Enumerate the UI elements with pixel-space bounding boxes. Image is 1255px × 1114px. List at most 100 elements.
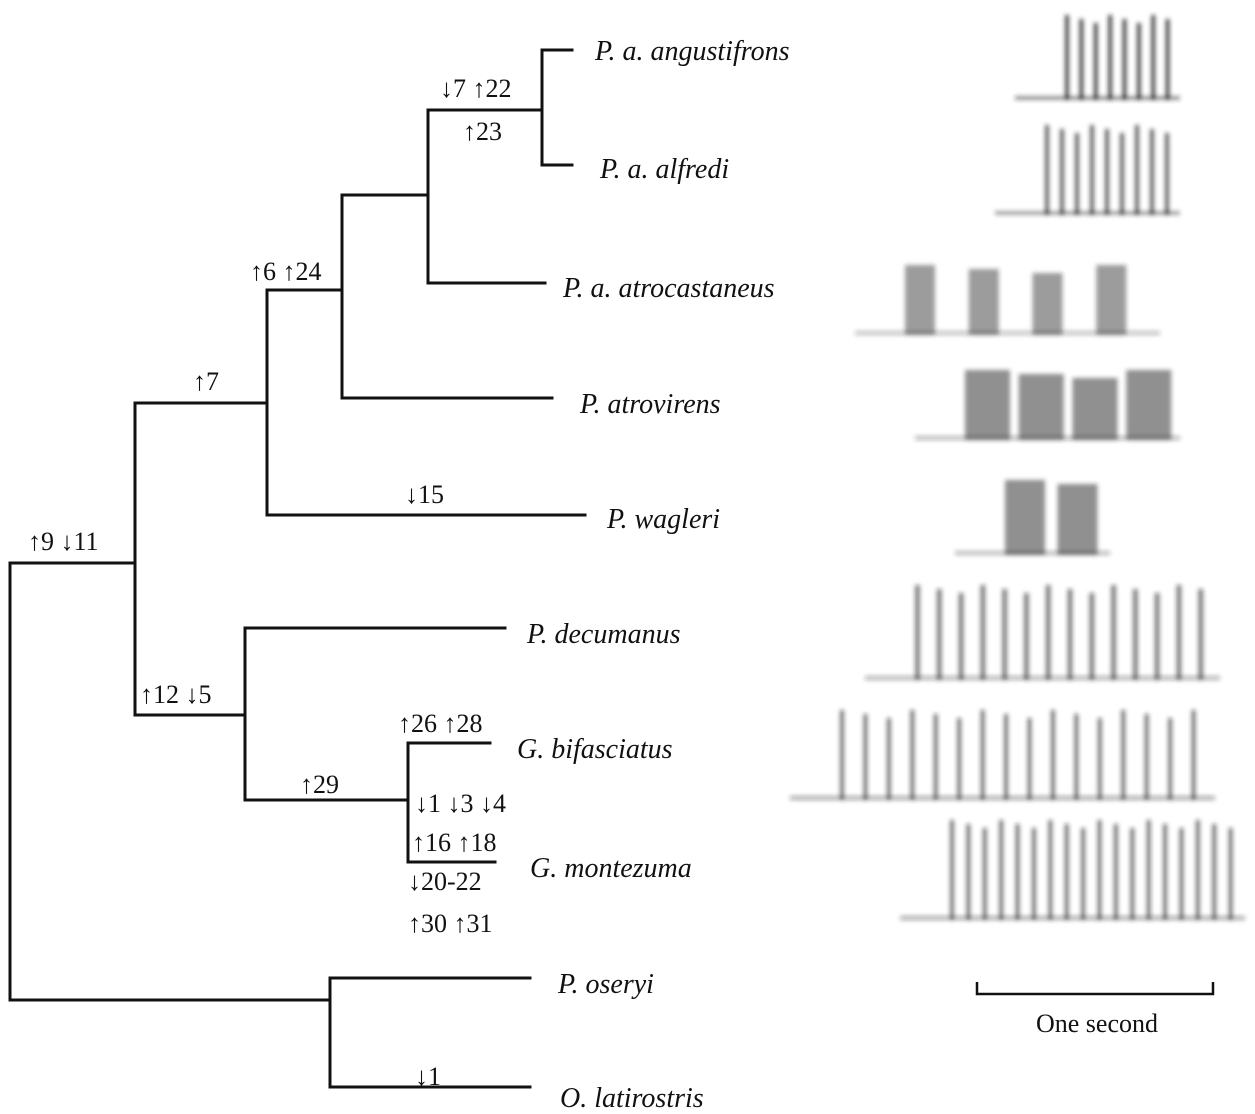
spectrogram-element <box>1093 23 1098 100</box>
spectrogram-element <box>1064 824 1069 920</box>
spectrogram-element <box>840 710 844 800</box>
spectrogram-element <box>995 211 1180 215</box>
spectrogram-element <box>1132 589 1138 680</box>
spectrogram-element <box>1108 15 1113 100</box>
spectrogram-element <box>980 710 985 800</box>
spectrogram-element <box>1023 593 1029 680</box>
taxon-labels: P. a. angustifrons P. a. alfredi P. a. a… <box>517 36 790 1114</box>
spectrogram-element <box>1105 129 1109 215</box>
spectrogram-element <box>1097 718 1102 800</box>
annotation: ↑9 ↓11 <box>28 527 99 556</box>
spectrogram-element <box>1018 374 1064 440</box>
spectrogram-element <box>968 269 999 335</box>
annotation: ↑6 ↑24 <box>250 257 322 286</box>
spectrogram-element <box>1163 824 1168 920</box>
spectrogram-element <box>1089 593 1095 680</box>
annotation: ↓1 ↓3 ↓4 <box>415 789 506 818</box>
tree-branches <box>8 48 587 1089</box>
branch-annotations: ↓7 ↑22 ↑23 ↑6 ↑24 ↑7 ↓15 ↑9 ↓11 ↑12 ↓5 ↑… <box>28 74 512 1091</box>
spectrogram-element <box>855 331 1160 335</box>
spectrogram-element <box>1195 820 1200 920</box>
spectrogram-element <box>982 828 987 920</box>
spectrogram-element <box>999 820 1004 920</box>
spectrogram-element <box>965 370 1010 440</box>
spectrogram-element <box>1122 19 1127 100</box>
annotation: ↓7 ↑22 <box>440 74 512 103</box>
spectrogram-element <box>1090 125 1094 215</box>
annotation: ↓15 <box>405 480 444 509</box>
spectrogram-element <box>950 820 954 920</box>
taxon-label: G. montezuma <box>530 853 692 884</box>
spectrogram-element <box>1067 589 1073 680</box>
spectrogram-element <box>1045 585 1051 680</box>
spectrogram-element <box>1027 718 1032 800</box>
spectrogram-element <box>1074 714 1079 800</box>
spectrogram-element <box>1113 824 1118 920</box>
spectrogram-element <box>1075 133 1079 215</box>
spectrogram-element <box>980 585 986 680</box>
spectrogram-element <box>1136 23 1141 100</box>
scale-bar: One second <box>975 982 1215 1038</box>
spectrogram-element <box>1135 125 1139 215</box>
annotation: ↑26 ↑28 <box>398 709 483 738</box>
spectrogram-element <box>1079 19 1084 100</box>
spectrogram-element <box>1151 15 1156 100</box>
spectrogram-element <box>1032 273 1063 335</box>
spectrograms <box>790 15 1245 920</box>
spectrogram-element <box>1176 585 1182 680</box>
spectrogram-element <box>865 676 1220 680</box>
spectrogram-element <box>933 714 938 800</box>
spectrogram-element <box>1165 19 1170 100</box>
spectrogram-element <box>900 916 1245 920</box>
spectrogram-element <box>1144 714 1149 800</box>
spectrogram-element <box>1015 824 1020 920</box>
spectrogram-element <box>1081 828 1086 920</box>
annotation: ↓20-22 <box>408 867 482 896</box>
spectrogram-element <box>1048 820 1053 920</box>
spectrogram-element <box>1015 96 1180 100</box>
spectrogram-element <box>1146 820 1151 920</box>
spectrogram-element <box>1096 265 1127 335</box>
taxon-label: O. latirostris <box>560 1083 704 1114</box>
taxon-label: P. a. angustifrons <box>594 36 790 67</box>
spectrogram-element <box>915 436 1180 440</box>
taxon-label: P. wagleri <box>606 504 720 535</box>
taxon-label: P. oseryi <box>557 969 654 1000</box>
spectrogram-element <box>1150 129 1154 215</box>
spectrogram-element <box>1060 129 1064 215</box>
spectrogram-element <box>1111 585 1117 680</box>
scale-label: One second <box>1036 1009 1158 1038</box>
spectrogram-element <box>957 718 962 800</box>
spectrogram-element <box>863 714 868 800</box>
spectrogram-element <box>1154 593 1160 680</box>
taxon-label: G. bifasciatus <box>517 734 673 765</box>
annotation: ↑12 ↓5 <box>140 680 212 709</box>
spectrogram-element <box>1165 133 1169 215</box>
annotation: ↑16 ↑18 <box>412 828 497 857</box>
taxon-label: P. atrovirens <box>579 389 721 420</box>
annotation: ↑23 <box>463 117 502 146</box>
spectrogram-element <box>1212 824 1217 920</box>
spectrogram-element <box>1179 828 1184 920</box>
spectrogram-element <box>1057 484 1098 555</box>
annotation: ↑7 <box>193 367 219 396</box>
spectrogram-element <box>1130 828 1135 920</box>
spectrogram-element <box>955 551 1110 555</box>
spectrogram-element <box>1065 15 1069 100</box>
spectrogram-element <box>1031 828 1036 920</box>
spectrogram-element <box>1191 710 1196 800</box>
spectrogram-element <box>886 718 891 800</box>
spectrogram-element <box>910 710 915 800</box>
spectrogram-element <box>1005 480 1045 555</box>
spectrogram-element <box>790 796 1215 800</box>
spectrogram-element <box>1072 378 1118 440</box>
taxon-label: P. decumanus <box>526 619 681 650</box>
spectrogram-element <box>1121 710 1126 800</box>
spectrogram-element <box>1097 820 1102 920</box>
spectrogram-element <box>915 585 920 680</box>
annotation: ↑30 ↑31 <box>408 909 493 938</box>
spectrogram-element <box>905 265 935 335</box>
spectrogram-element <box>1045 125 1049 215</box>
spectrogram-element <box>1120 133 1124 215</box>
spectrogram-element <box>1228 828 1233 920</box>
